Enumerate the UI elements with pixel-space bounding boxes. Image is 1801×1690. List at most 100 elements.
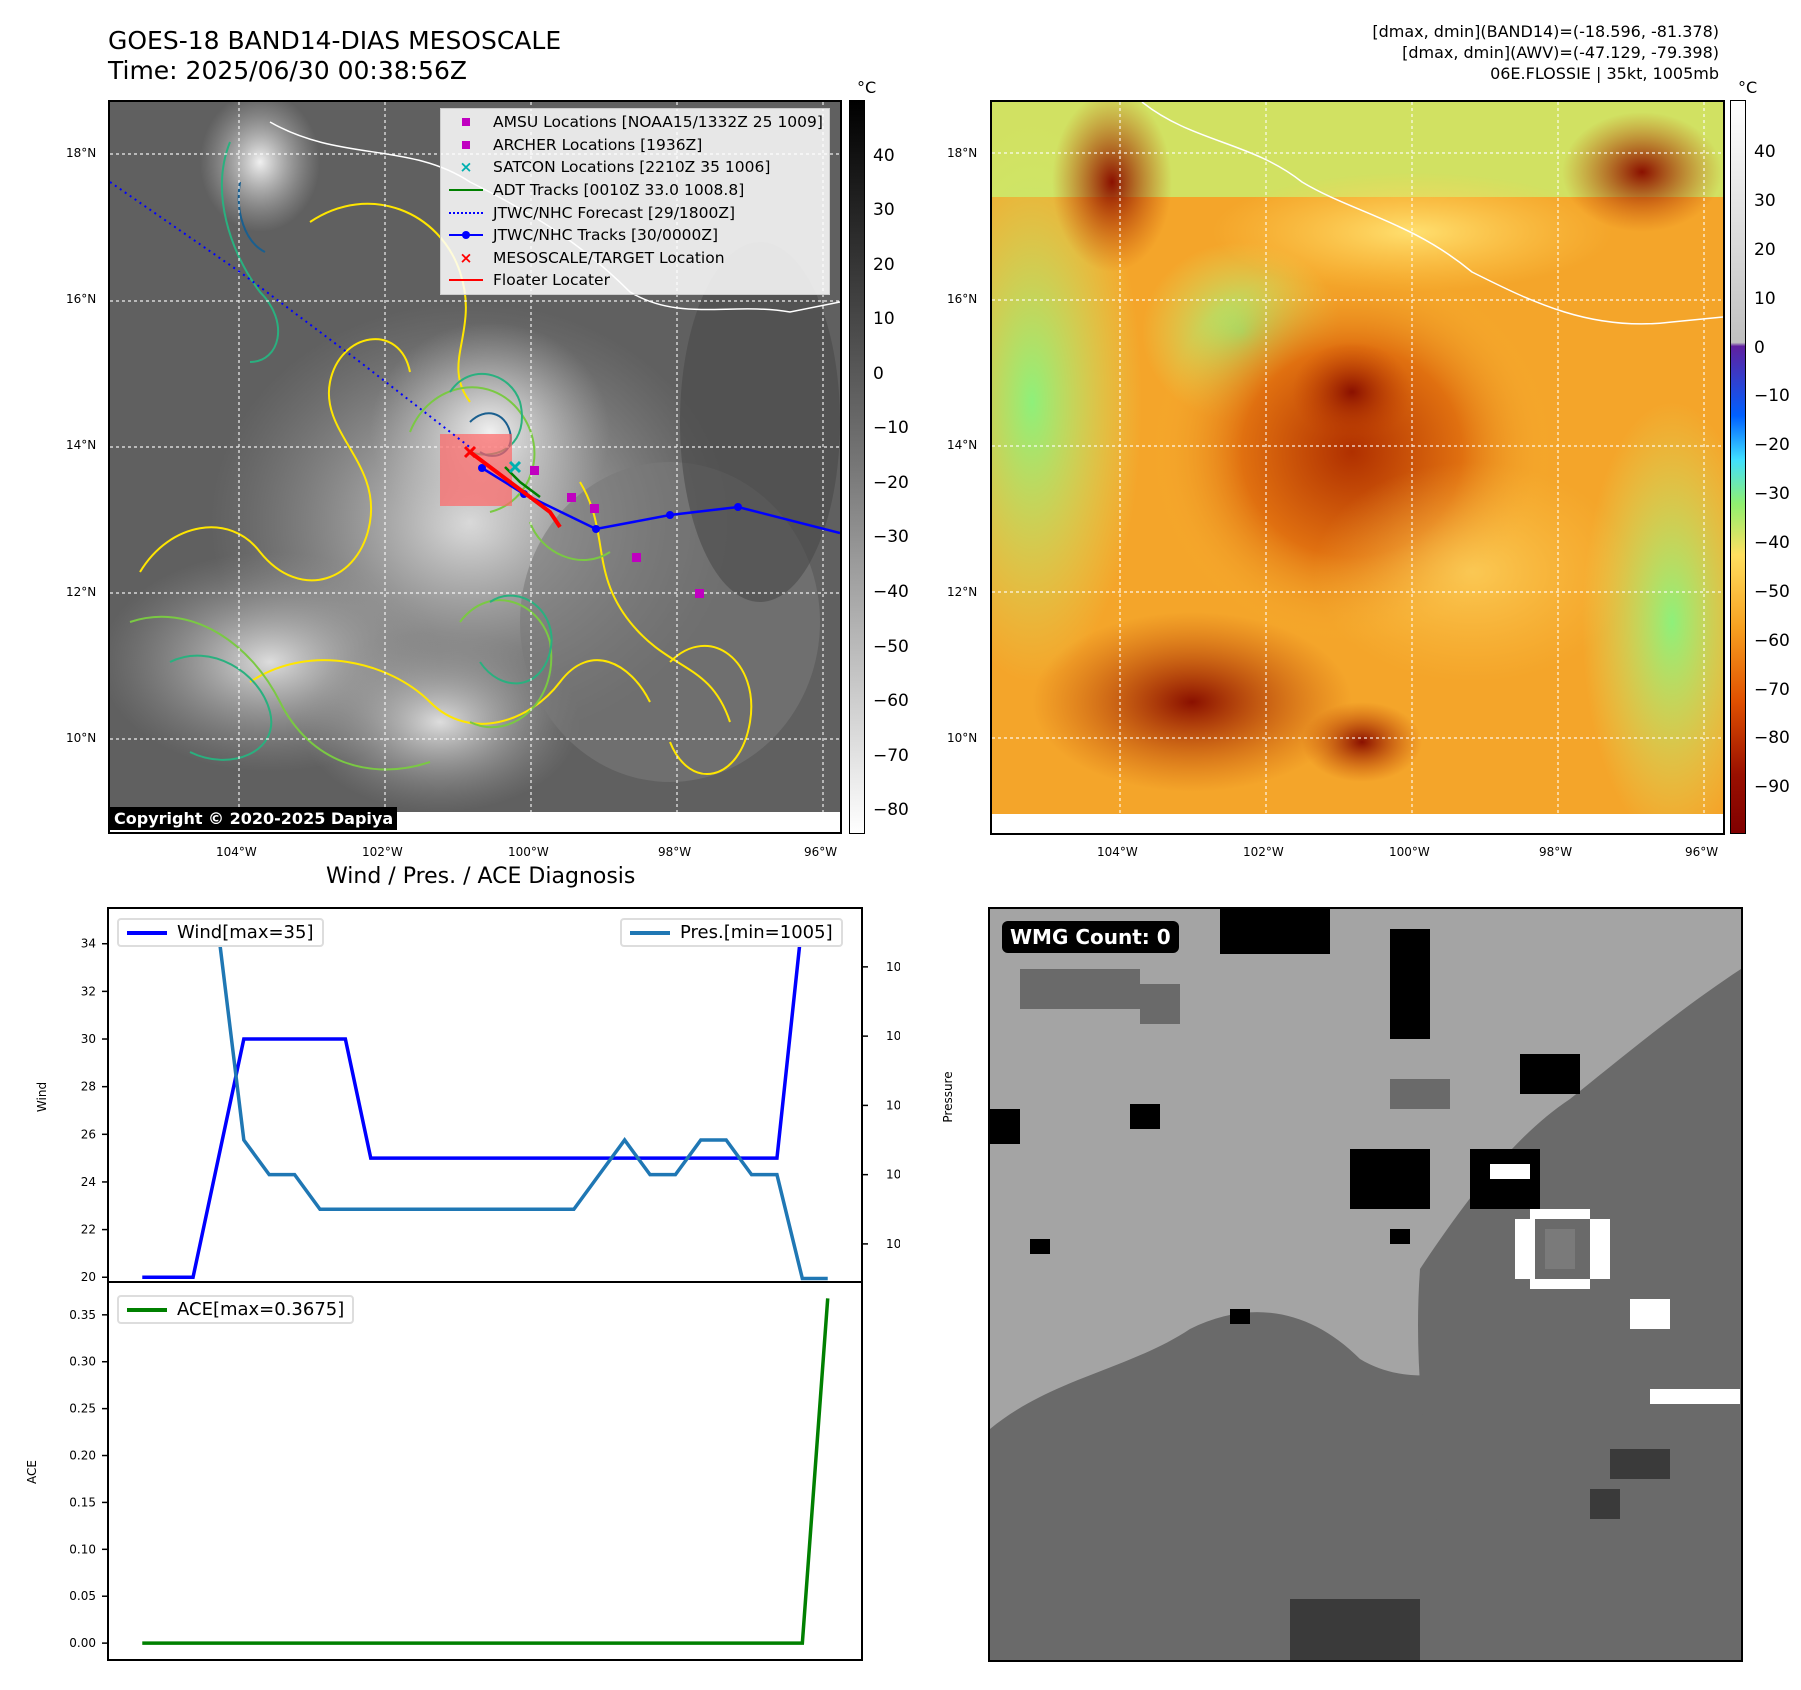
- pressure-y-tick-label: 1012: [886, 1029, 900, 1043]
- figure-title: GOES-18 BAND14-DIAS MESOSCALE: [108, 26, 562, 55]
- pressure-y-tick-label: 1006: [886, 1237, 900, 1251]
- wv-cb-tick: −70: [1754, 680, 1790, 700]
- storm-info: 06E.FLOSSIE | 35kt, 1005mb: [1490, 64, 1719, 83]
- ir-cb-tick: 10: [873, 309, 895, 329]
- pressure-axis-label: Pressure: [941, 1071, 955, 1123]
- ace-y-tick-label: 0.20: [69, 1449, 96, 1463]
- legend-item-adt: ADT Tracks [0010Z 33.0 1008.8]: [447, 179, 823, 202]
- wind-y-tick-label: 20: [81, 1270, 96, 1284]
- diagnosis-title: Wind / Pres. / ACE Diagnosis: [326, 864, 636, 889]
- ace-y-tick-label: 0.15: [69, 1495, 96, 1509]
- ir-cb-tick: −80: [873, 800, 909, 820]
- pressure-legend: Pres.[min=1005]: [620, 918, 843, 947]
- wv-colorbar-unit: °C: [1738, 78, 1758, 97]
- wv-lat-12: 12°N: [947, 585, 978, 599]
- floater-box: [440, 434, 512, 506]
- wmg-count-label: WMG Count: 0: [1002, 921, 1179, 953]
- wv-cb-tick: 40: [1754, 142, 1776, 162]
- wind-y-tick-label: 24: [81, 1175, 96, 1189]
- wv-lon-96: 96°W: [1685, 845, 1719, 859]
- wv-imagery: [992, 102, 1723, 833]
- wv-lon-102: 102°W: [1243, 845, 1284, 859]
- ace-y-tick-label: 0.30: [69, 1355, 96, 1369]
- figure-time: Time: 2025/06/30 00:38:56Z: [108, 56, 467, 85]
- wv-map-panel: [990, 100, 1725, 835]
- wind-y-tick-label: 32: [81, 984, 96, 998]
- ace-y-tick-label: 0.25: [69, 1402, 96, 1416]
- ir-lat-14: 14°N: [66, 438, 97, 452]
- ace-y-tick-label: 0.10: [69, 1542, 96, 1556]
- wv-lat-14: 14°N: [947, 438, 978, 452]
- wind-series-line: [142, 918, 828, 1279]
- legend-item-floater: Floater Locater: [447, 269, 823, 292]
- wv-cb-tick: −80: [1754, 728, 1790, 748]
- amsu-markers: [530, 466, 704, 598]
- ir-lat-12: 12°N: [66, 585, 97, 599]
- wind-y-tick-label: 30: [81, 1032, 96, 1046]
- wv-lat-18: 18°N: [947, 146, 978, 160]
- wv-cb-tick: −20: [1754, 435, 1790, 455]
- ace-plot-frame: [107, 1281, 863, 1661]
- ace-y-tick-label: 0.00: [69, 1636, 96, 1650]
- wmg-imagery: [990, 909, 1741, 1660]
- ace-y-tick-label: 0.05: [69, 1589, 96, 1603]
- wv-colorbar: [1730, 100, 1746, 834]
- ir-cb-tick: −60: [873, 691, 909, 711]
- ace-axis-label: ACE: [25, 1460, 39, 1484]
- wv-cb-tick: 0: [1754, 338, 1765, 358]
- ir-cb-tick: −20: [873, 473, 909, 493]
- ace-y-tick-label: 0.35: [69, 1308, 96, 1322]
- wind-y-tick-label: 26: [81, 1127, 96, 1141]
- wv-lat-16: 16°N: [947, 292, 978, 306]
- wv-cb-tick: 10: [1754, 289, 1776, 309]
- wv-cb-tick: −30: [1754, 484, 1790, 504]
- forecast-track: [110, 181, 477, 453]
- target-marker: [463, 445, 477, 459]
- wv-lat-10: 10°N: [947, 731, 978, 745]
- wv-cb-tick: 30: [1754, 191, 1776, 211]
- wv-lon-100: 100°W: [1389, 845, 1430, 859]
- wv-cb-tick: −90: [1754, 777, 1790, 797]
- ir-cb-tick: −70: [873, 746, 909, 766]
- ir-cb-tick: −10: [873, 418, 909, 438]
- copyright-label: Copyright © 2020-2025 Dapiya: [110, 807, 398, 830]
- ace-series-line: [142, 1298, 830, 1645]
- ace-legend: ACE[max=0.3675]: [117, 1295, 355, 1324]
- ir-lon-98: 98°W: [658, 845, 692, 859]
- wv-cb-tick: −40: [1754, 533, 1790, 553]
- ir-colorbar: [849, 100, 865, 834]
- ir-map-panel: Copyright © 2020-2025 Dapiya AMSU Locati…: [108, 100, 842, 834]
- wind-axis-label: Wind: [35, 1081, 49, 1113]
- legend-item-jtwc-tracks: JTWC/NHC Tracks [30/0000Z]: [447, 224, 823, 247]
- ir-cb-tick: 0: [873, 364, 884, 384]
- legend-item-satcon: × SATCON Locations [2210Z 35 1006]: [459, 158, 771, 177]
- ir-cb-tick: 20: [873, 255, 895, 275]
- wind-legend: Wind[max=35]: [117, 918, 324, 947]
- legend-item-target: × MESOSCALE/TARGET Location: [459, 248, 725, 267]
- ir-lon-104: 104°W: [216, 845, 257, 859]
- wv-cb-tick: −60: [1754, 631, 1790, 651]
- legend-item-archer: ARCHER Locations [1936Z]: [447, 134, 823, 157]
- ir-lat-18: 18°N: [66, 146, 97, 160]
- ir-lon-102: 102°W: [362, 845, 403, 859]
- ir-legend: AMSU Locations [NOAA15/1332Z 25 1009] AR…: [440, 108, 830, 295]
- floater-line: [468, 450, 562, 529]
- ir-lon-96: 96°W: [804, 845, 838, 859]
- pressure-series-line: [142, 930, 828, 1281]
- ir-cb-tick: −50: [873, 637, 909, 657]
- wv-cb-tick: 20: [1754, 240, 1776, 260]
- wind-y-tick-label: 28: [81, 1080, 96, 1094]
- stats-band14: [dmax, dmin](BAND14)=(-18.596, -81.378): [1372, 22, 1719, 41]
- ace-axes: 0.00 0.05 0.10 0.15 0.20 0.25 0.30 0.35: [69, 1281, 863, 1661]
- ir-cb-tick: 40: [873, 146, 895, 166]
- legend-item-amsu: AMSU Locations [NOAA15/1332Z 25 1009]: [447, 111, 823, 134]
- wv-lon-98: 98°W: [1539, 845, 1573, 859]
- ir-lat-10: 10°N: [66, 731, 97, 745]
- ir-lon-100: 100°W: [508, 845, 549, 859]
- ir-lat-16: 16°N: [66, 292, 97, 306]
- ir-cb-tick: −40: [873, 582, 909, 602]
- ir-cb-tick: −30: [873, 527, 909, 547]
